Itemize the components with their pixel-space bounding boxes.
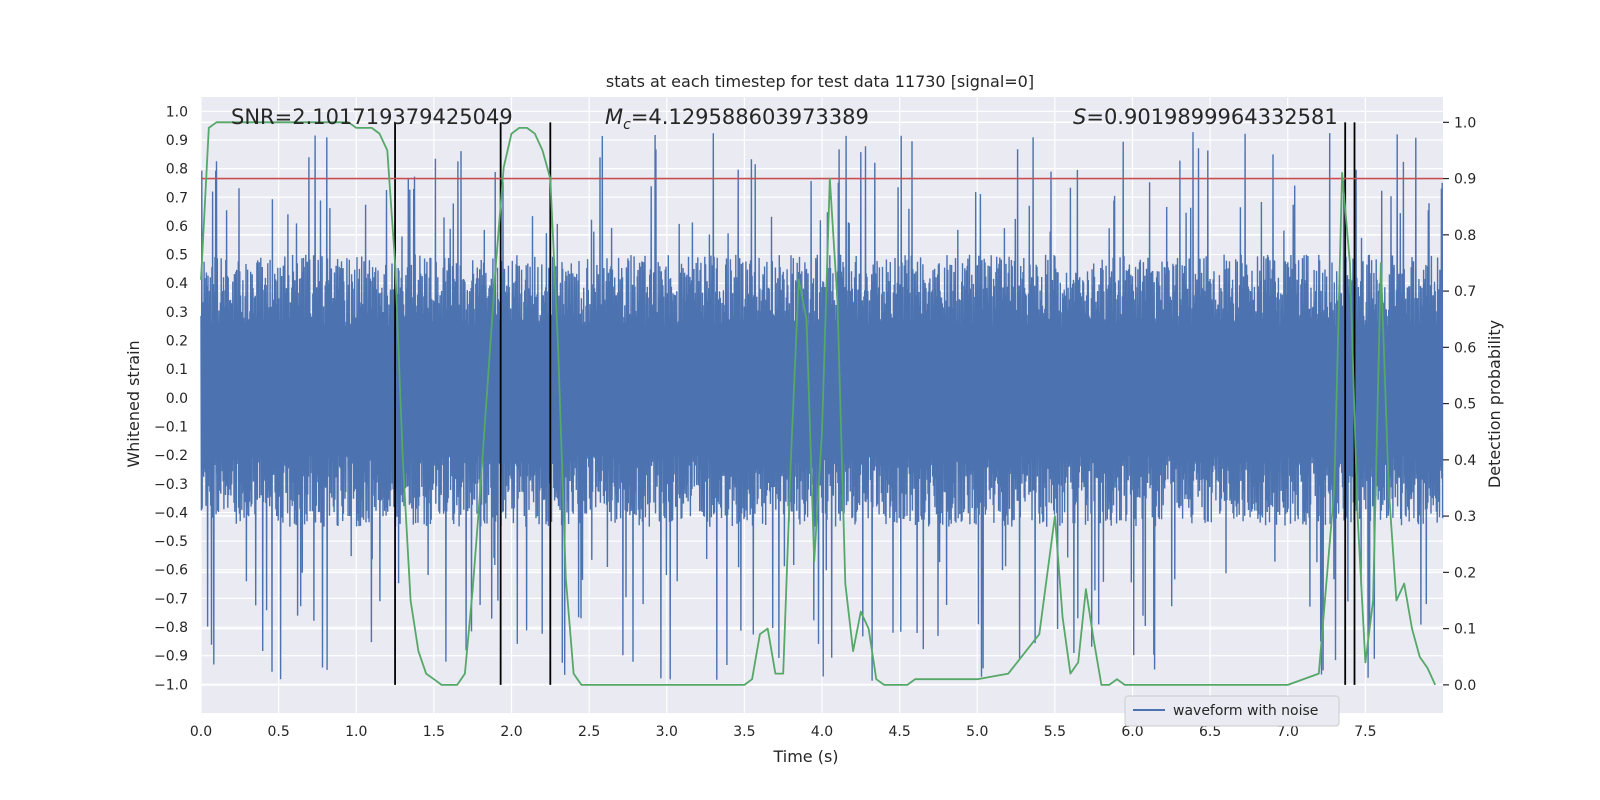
y-right-tick-label: 0.7 bbox=[1454, 284, 1476, 300]
legend: waveform with noise bbox=[1124, 695, 1340, 727]
chirp-mass-value: =4.129588603973389 bbox=[631, 105, 869, 129]
y-left-axis-label: Whitened strain bbox=[124, 340, 143, 467]
y-right-tick-label: 0.8 bbox=[1454, 228, 1476, 244]
y-right-tick-label: 1.0 bbox=[1454, 115, 1476, 131]
x-axis-label: Time (s) bbox=[772, 747, 838, 766]
y-right-tick-label: 0.6 bbox=[1454, 340, 1476, 356]
y-right-tick-label: 0.4 bbox=[1454, 453, 1476, 469]
y-left-tick-label: −0.7 bbox=[154, 591, 188, 607]
y-right-axis-ticks: 1.0 0.9 0.8 0.7 0.6 0.5 0.4 0.3 0.2 0.1 0.0 bbox=[1443, 115, 1476, 694]
x-tick-label: 1.0 bbox=[345, 724, 367, 740]
y-left-tick-label: −0.8 bbox=[154, 620, 188, 636]
x-tick-label: 3.0 bbox=[656, 724, 678, 740]
y-right-tick-label: 0.9 bbox=[1454, 172, 1476, 188]
x-tick-label: 4.5 bbox=[888, 724, 910, 740]
y-left-tick-label: 0.3 bbox=[166, 305, 188, 321]
y-left-tick-label: −0.2 bbox=[154, 448, 188, 464]
chirp-mass-symbol: M bbox=[605, 105, 623, 129]
y-left-tick-label: −0.3 bbox=[154, 477, 188, 493]
x-tick-label: 5.0 bbox=[966, 724, 988, 740]
y-left-tick-label: 1.0 bbox=[166, 104, 188, 120]
y-left-tick-label: −0.6 bbox=[154, 563, 188, 579]
s-annotation: S=0.9019899964332581 bbox=[1073, 105, 1338, 129]
y-left-tick-label: 0.4 bbox=[166, 276, 188, 292]
y-left-tick-label: 0.8 bbox=[166, 162, 188, 178]
y-left-tick-label: −0.4 bbox=[154, 505, 188, 521]
x-tick-label: 5.5 bbox=[1044, 724, 1066, 740]
y-left-tick-label: −1.0 bbox=[154, 677, 188, 693]
y-left-tick-label: 0.2 bbox=[166, 334, 188, 350]
y-left-tick-label: 0.7 bbox=[166, 190, 188, 206]
y-right-tick-label: 0.0 bbox=[1454, 678, 1476, 694]
y-left-tick-label: 0.6 bbox=[166, 219, 188, 235]
y-right-tick-label: 0.2 bbox=[1454, 565, 1476, 581]
x-tick-label: 6.0 bbox=[1121, 724, 1143, 740]
x-tick-label: 1.5 bbox=[423, 724, 445, 740]
y-left-tick-label: 0.5 bbox=[166, 248, 188, 264]
y-left-tick-label: −0.5 bbox=[154, 534, 188, 550]
probability-line bbox=[200, 121, 1437, 686]
legend-box bbox=[1124, 695, 1340, 727]
chirp-mass-subscript: c bbox=[623, 117, 631, 133]
waveform-series bbox=[200, 132, 1444, 681]
probability-series bbox=[200, 121, 1437, 686]
y-left-axis-ticks: 1.0 0.9 0.8 0.7 0.6 0.5 0.4 0.3 0.2 0.1 0.0 −0.1 −0.… bbox=[154, 104, 188, 693]
x-tick-label: 0.5 bbox=[267, 724, 289, 740]
chart-title: stats at each timestep for test data 117… bbox=[606, 72, 1034, 91]
x-tick-label: 7.5 bbox=[1354, 724, 1376, 740]
y-left-tick-label: 0.1 bbox=[166, 362, 188, 378]
x-tick-label: 0.0 bbox=[190, 724, 212, 740]
y-left-tick-label: −0.9 bbox=[154, 649, 188, 665]
legend-label: waveform with noise bbox=[1173, 703, 1318, 719]
x-tick-label: 2.0 bbox=[500, 724, 522, 740]
y-left-tick-label: 0.9 bbox=[166, 133, 188, 149]
y-left-tick-label: −0.1 bbox=[154, 419, 188, 435]
y-right-axis-label: Detection probability bbox=[1485, 320, 1504, 488]
y-right-tick-label: 0.5 bbox=[1454, 397, 1476, 413]
snr-annotation: SNR=2.101719379425049 bbox=[231, 105, 513, 129]
x-tick-label: 2.5 bbox=[578, 724, 600, 740]
y-left-tick-label: 0.0 bbox=[166, 391, 188, 407]
waveform-line bbox=[200, 132, 1444, 681]
x-tick-label: 3.5 bbox=[733, 724, 755, 740]
y-right-tick-label: 0.3 bbox=[1454, 509, 1476, 525]
x-tick-label: 4.0 bbox=[811, 724, 833, 740]
x-axis-ticks: 0.0 0.5 1.0 1.5 2.0 2.5 3.0 3.5 4.0 4.5 5.0 5.5 6.0 6… bbox=[190, 724, 1377, 740]
y-right-tick-label: 0.1 bbox=[1454, 622, 1476, 638]
chirp-mass-annotation: Mc=4.129588603973389 bbox=[605, 105, 869, 133]
s-symbol: S bbox=[1073, 105, 1086, 129]
x-tick-label: 7.0 bbox=[1277, 724, 1299, 740]
x-tick-label: 6.5 bbox=[1199, 724, 1221, 740]
s-value: =0.9019899964332581 bbox=[1086, 105, 1337, 129]
